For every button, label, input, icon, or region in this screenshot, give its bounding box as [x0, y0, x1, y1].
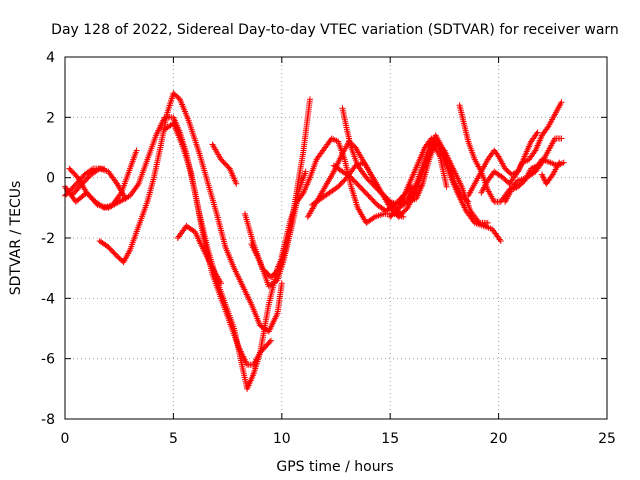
- y-tick-label: 0: [46, 171, 55, 187]
- axis-ticks: 0 5 10 15 20 25 -8 -6 -4 -2 0 2 4: [41, 50, 616, 447]
- series-8: [209, 141, 240, 187]
- series-17: [387, 138, 491, 226]
- data-point: [398, 210, 405, 217]
- data-point: [233, 180, 240, 187]
- y-tick-label: -6: [41, 352, 55, 368]
- data-point: [558, 135, 565, 142]
- data-point: [396, 209, 403, 216]
- x-tick-label: 5: [169, 431, 178, 447]
- x-tick-label: 0: [61, 431, 70, 447]
- data-point: [403, 199, 410, 206]
- data-point: [278, 280, 285, 287]
- data-point: [497, 238, 504, 245]
- data-point: [443, 183, 450, 190]
- x-tick-label: 10: [273, 431, 291, 447]
- series-15: [339, 105, 405, 217]
- data-points: [62, 90, 567, 392]
- y-tick-label: -2: [41, 231, 55, 247]
- data-point: [556, 159, 563, 166]
- data-point: [88, 166, 95, 173]
- data-point: [302, 168, 309, 175]
- data-point: [101, 165, 108, 172]
- y-tick-label: -8: [41, 412, 55, 428]
- data-point: [122, 195, 129, 202]
- data-point: [306, 96, 313, 103]
- series-20: [478, 99, 565, 196]
- y-tick-label: -4: [41, 291, 55, 307]
- series-23: [538, 159, 563, 187]
- data-point: [558, 99, 565, 106]
- data-point: [370, 214, 377, 221]
- chart-title: Day 128 of 2022, Sidereal Day-to-day VTE…: [51, 22, 619, 38]
- data-point: [534, 129, 541, 136]
- data-point: [267, 337, 274, 344]
- data-point: [266, 338, 273, 345]
- y-tick-label: 2: [46, 110, 55, 126]
- series-3: [68, 165, 129, 202]
- x-tick-label: 25: [598, 431, 616, 447]
- x-tick-label: 15: [381, 431, 399, 447]
- data-point: [484, 219, 491, 226]
- y-tick-label: 4: [46, 50, 55, 66]
- x-axis-label: GPS time / hours: [276, 459, 393, 475]
- series-5: [96, 90, 285, 335]
- data-point: [133, 147, 140, 154]
- series-7: [174, 222, 225, 287]
- data-point: [218, 280, 225, 287]
- x-tick-label: 20: [490, 431, 508, 447]
- y-axis-label: SDTVAR / TECUs: [8, 181, 24, 296]
